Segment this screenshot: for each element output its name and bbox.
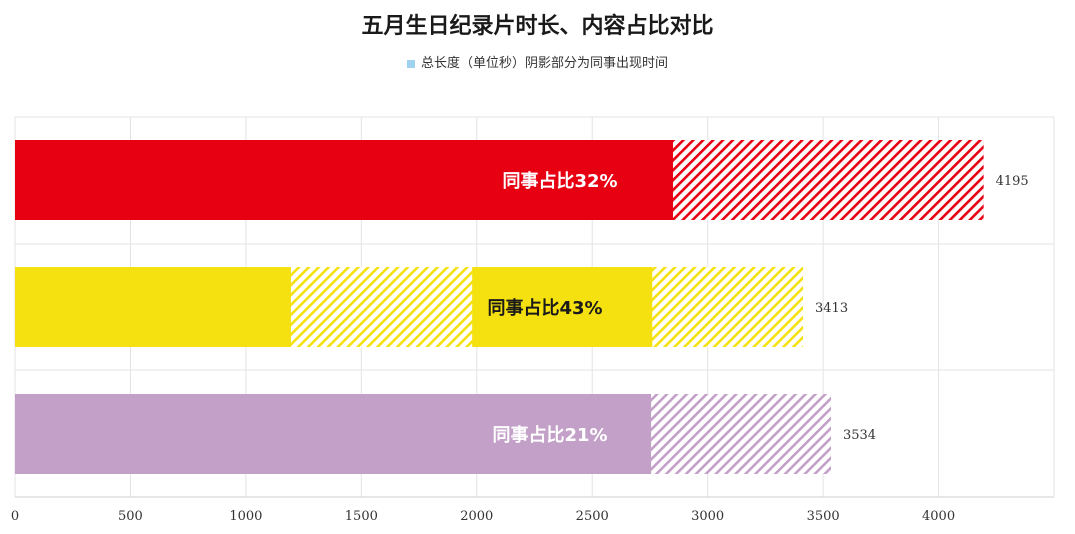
bar-value-label: 4195	[996, 174, 1029, 189]
x-tick-label: 0	[11, 509, 19, 524]
bar-value-label: 3413	[815, 301, 848, 316]
bar-hatched-segment	[651, 394, 831, 474]
bar-hatched-segment	[290, 267, 473, 347]
bar-inner-label: 同事占比21%	[492, 424, 607, 446]
x-tick-label: 2000	[460, 509, 493, 524]
x-tick-label: 3000	[691, 509, 724, 524]
x-tick-label: 4000	[922, 509, 955, 524]
bar-inner-label: 同事占比43%	[487, 297, 602, 319]
chart-title: 五月生日纪录片时长、内容占比对比	[361, 14, 714, 39]
bar-hatched-segment	[673, 140, 984, 220]
x-tick-label: 3500	[807, 509, 840, 524]
x-tick-label: 2500	[576, 509, 609, 524]
x-tick-label: 1500	[345, 509, 378, 524]
x-tick-label: 500	[118, 509, 143, 524]
bar-value-label: 3534	[843, 428, 876, 443]
bar-hatched-segment	[652, 267, 804, 347]
legend-swatch	[406, 59, 415, 68]
bar-inner-label: 同事占比32%	[502, 170, 617, 192]
x-tick-label: 1000	[229, 509, 262, 524]
chart-legend: 总长度（单位秒）阴影部分为同事出现时间	[0, 52, 1075, 71]
legend-label: 总长度（单位秒）阴影部分为同事出现时间	[420, 56, 668, 71]
